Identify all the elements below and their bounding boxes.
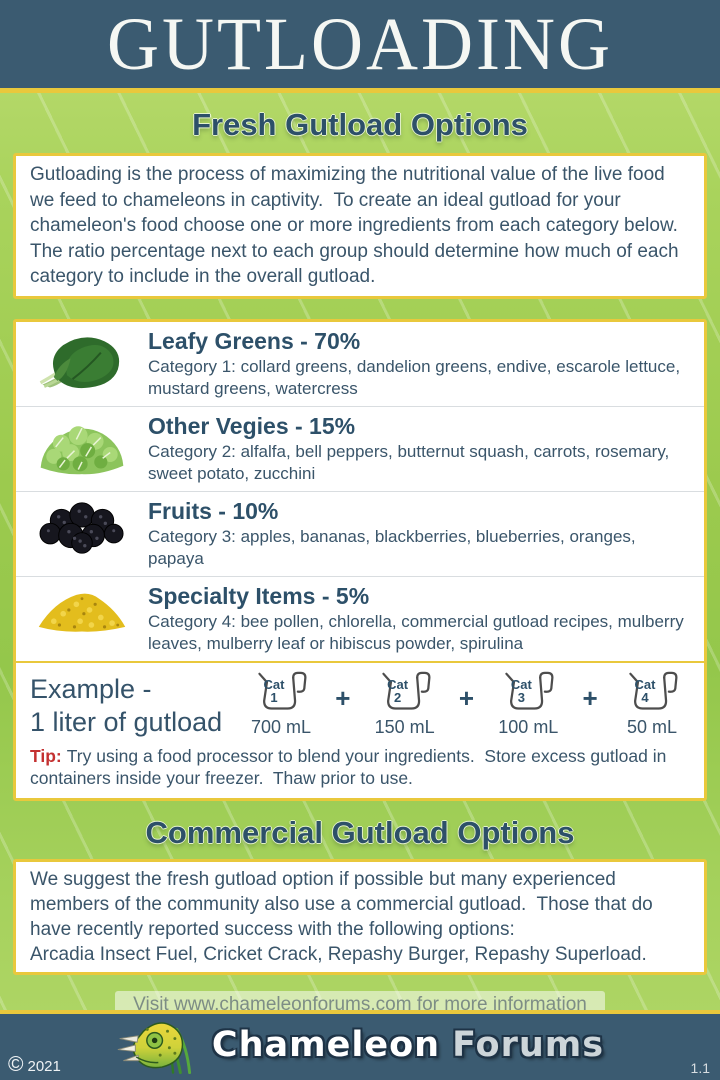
category-row-specialty-items: Specialty Items - 5% Category 4: bee pol… [16, 575, 704, 661]
cup-amount: 50 mL [626, 716, 677, 737]
commercial-options: Arcadia Insect Fuel, Cricket Crack, Repa… [30, 943, 647, 965]
masthead-band: GUTLOADING [0, 0, 720, 93]
measuring-cups-row: Cat 1 700 mL + Cat 2 150 mL [245, 671, 690, 738]
category-row-leafy-greens: Leafy Greens - 70% Category 1: collard g… [16, 322, 704, 406]
measuring-cup-icon [381, 671, 431, 710]
tip-text: Tip: Try using a food processor to blend … [30, 745, 672, 789]
copyright-icon: © [8, 1053, 24, 1076]
measuring-cup-icon [505, 671, 554, 710]
category-row-fruits: Fruits - 10% Category 3: apples, bananas… [16, 490, 704, 576]
measuring-cup-1: Cat 1 700 mL [245, 671, 317, 738]
commercial-panel: We suggest the fresh gutload option if p… [13, 858, 707, 975]
measuring-cup-icon [258, 671, 307, 710]
commercial-text: We suggest the fresh gutload option if p… [30, 868, 659, 940]
intro-text: Gutloading is the process of maximizing … [30, 164, 689, 287]
chameleon-forums-logo[interactable]: Chameleon Forums [0, 1016, 720, 1074]
bee-pollen-photo [30, 583, 134, 633]
measuring-cup-3: Cat 3 100 mL [492, 671, 564, 738]
logo-word-forums: Forums [452, 1025, 605, 1065]
fresh-section-heading: Fresh Gutload Options [192, 107, 528, 142]
category-items: Category 1: collard greens, dandelion gr… [148, 356, 681, 398]
category-row-other-vegies: Other Vegies - 15% Category 2: alfalfa, … [16, 405, 704, 491]
copyright: © 2021 [8, 1053, 61, 1076]
measuring-cup-2: Cat 2 150 mL [369, 671, 441, 738]
cup-amount: 150 mL [374, 716, 435, 737]
cup-amount: 700 mL [250, 716, 312, 737]
commercial-section-heading: Commercial Gutload Options [145, 814, 575, 850]
categories-panel: Leafy Greens - 70% Category 1: collard g… [13, 318, 707, 801]
category-items: Category 4: bee pollen, chlorella, comme… [148, 611, 684, 653]
chameleon-mascot-icon [117, 1022, 191, 1074]
logo-word-chameleon: Chameleon [211, 1025, 441, 1065]
intro-panel: Gutloading is the process of maximizing … [13, 153, 707, 299]
poster-title: GUTLOADING [107, 2, 613, 86]
category-title: Specialty Items - 5% [148, 582, 370, 609]
example-label: Example - 1 liter of gutload [30, 673, 223, 737]
cup-amount: 100 mL [498, 716, 559, 737]
footer-band: Chameleon Forums © 2021 1.1 [0, 1010, 720, 1080]
category-title: Leafy Greens - 70% [148, 327, 361, 354]
category-title: Other Vegies - 15% [148, 412, 356, 439]
measuring-cup-4: Cat 4 50 mL [616, 671, 688, 738]
plus-sign: + [458, 682, 475, 713]
blackberries-photo [30, 498, 134, 556]
example-section: Example - 1 liter of gutload Cat 1 700 mL [16, 660, 704, 798]
alfalfa-sprouts-photo [30, 413, 134, 477]
measuring-cup-icon [629, 671, 678, 710]
category-items: Category 3: apples, bananas, blackberrie… [148, 526, 636, 568]
version-label: 1.1 [690, 1060, 710, 1076]
visit-text: Visit www.chameleonforums.com for more i… [133, 993, 587, 1015]
tip-label: Tip: [30, 745, 62, 766]
plus-sign: + [335, 682, 351, 713]
copyright-year: 2021 [27, 1058, 61, 1075]
plus-sign: + [582, 682, 598, 713]
category-items: Category 2: alfalfa, bell peppers, butte… [148, 441, 670, 483]
collard-greens-photo [30, 328, 134, 396]
category-title: Fruits - 10% [148, 497, 279, 524]
